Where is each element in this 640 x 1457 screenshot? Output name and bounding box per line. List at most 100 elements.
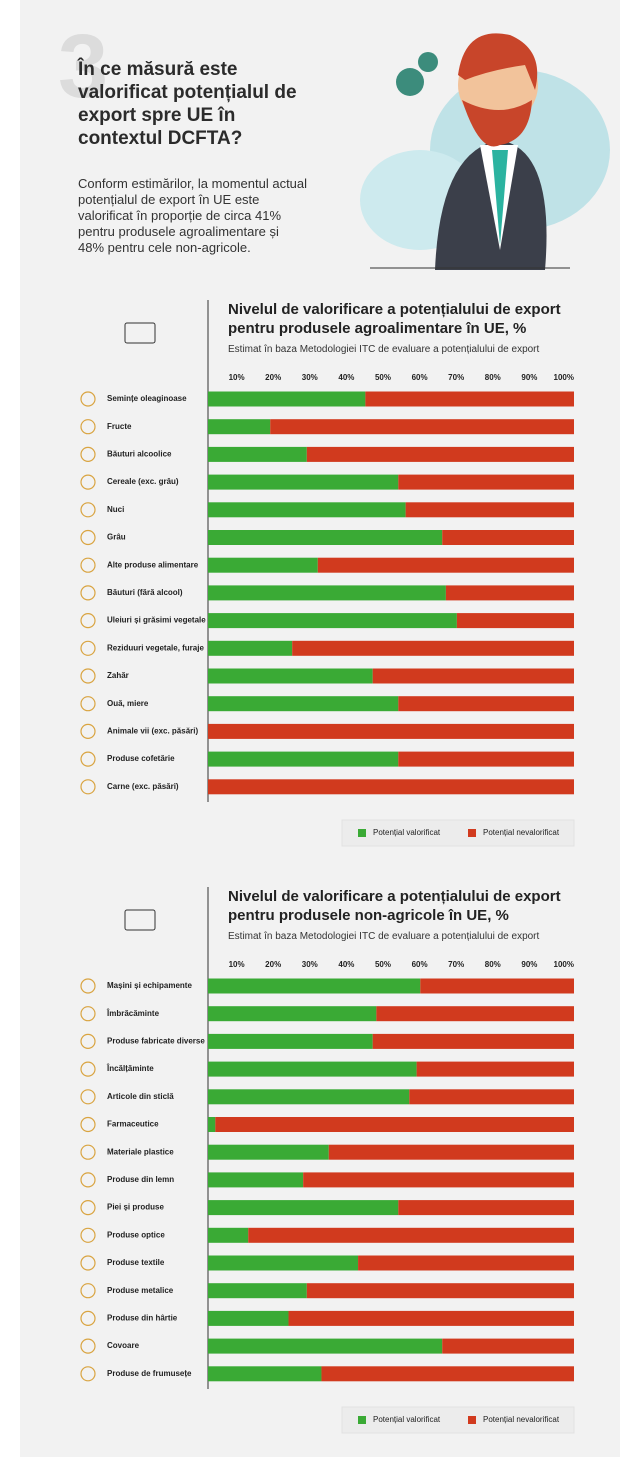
bar-segment — [208, 474, 399, 490]
bar-segment — [208, 978, 421, 994]
category-icon — [80, 474, 96, 490]
category-label: Piei și produse — [107, 1203, 164, 1212]
bar-segment — [208, 668, 373, 684]
category-label: Produse de frumusețe — [107, 1369, 192, 1378]
category-icon — [80, 1366, 96, 1382]
bar-segment — [317, 557, 574, 573]
x-tick-label: 70% — [448, 373, 464, 382]
category-label: Îmbrăcăminte — [106, 1009, 160, 1018]
bar-segment — [208, 1172, 304, 1188]
bar-segment — [420, 978, 574, 994]
bar-segment — [208, 1366, 322, 1382]
bar-segment — [376, 1006, 574, 1022]
bar-segment — [208, 391, 366, 407]
chart-subtitle: Estimat în baza Metodologiei ITC de eval… — [228, 344, 540, 355]
bar-segment — [208, 1089, 410, 1105]
category-label: Covoare — [107, 1341, 140, 1350]
category-label: Produse din hârtie — [107, 1314, 178, 1323]
x-tick-label: 90% — [521, 960, 537, 969]
category-icon — [80, 419, 96, 435]
bar-segment — [208, 1006, 377, 1022]
bar-segment — [303, 1172, 574, 1188]
category-label: Animale vii (exc. păsări) — [107, 727, 198, 736]
bar-segment — [398, 474, 574, 490]
chart-nonagro: 10% 20% 30% 40% 50% 60% 70% 80% 90% 100% Mașini și… — [0, 877, 640, 1447]
category-icon — [80, 557, 96, 573]
bar-segment — [208, 723, 574, 739]
category-label: Ouă, miere — [107, 699, 149, 708]
category-icon — [80, 1144, 96, 1160]
x-tick-label: 20% — [265, 960, 281, 969]
category-icon — [80, 529, 96, 546]
category-label: Articole din sticlă — [107, 1092, 174, 1101]
category-label: Produse optice — [107, 1230, 165, 1239]
category-icon — [80, 779, 96, 795]
category-label: Cereale (exc. grâu) — [107, 477, 179, 486]
category-label: Fructe — [107, 422, 132, 431]
header-body: Conform estimărilor, la momentul actual … — [78, 176, 308, 255]
category-icon — [80, 1200, 96, 1216]
category-icon — [80, 1061, 96, 1077]
category-label: Produse textile — [107, 1258, 165, 1267]
category-icon — [80, 1172, 96, 1188]
x-tick-label: 40% — [338, 960, 354, 969]
bar-segment — [372, 668, 574, 684]
category-label: Nuci — [107, 505, 124, 514]
x-tick-label: 30% — [302, 373, 318, 382]
category-label: Băuturi (fără alcool) — [107, 588, 183, 597]
category-icon — [80, 446, 96, 462]
category-icon — [80, 1310, 96, 1326]
x-tick-label: 50% — [375, 373, 391, 382]
bar-segment — [270, 419, 574, 435]
category-label: Produse fabricate diverse — [107, 1037, 205, 1046]
category-label: Reziduuri vegetale, furaje — [107, 643, 204, 652]
category-icon — [80, 1227, 96, 1243]
category-label: Încălțăminte — [106, 1064, 154, 1073]
category-label: Băuturi alcoolice — [107, 450, 172, 459]
chart-agro: 10% 20% 30% 40% 50% 60% 70% 80% 90% 100% Semințe o… — [0, 290, 640, 860]
legend-box — [341, 1406, 575, 1434]
category-label: Uleiuri și grăsimi vegetale — [107, 616, 206, 625]
bar-segment — [208, 779, 574, 795]
bar-segment — [208, 1033, 373, 1049]
bar-segment — [321, 1366, 574, 1382]
x-tick-label: 20% — [265, 373, 281, 382]
category-label: Alte produse alimentare — [107, 560, 199, 569]
x-tick-label: 30% — [302, 960, 318, 969]
category-label: Grâu — [107, 533, 126, 542]
bar-segment — [208, 1255, 359, 1271]
bar-segment — [398, 696, 574, 712]
category-icon — [80, 1006, 96, 1022]
category-icon — [80, 751, 96, 767]
bar-segment — [208, 1117, 216, 1132]
chart-subtitle: Estimat în baza Metodologiei ITC de eval… — [228, 931, 540, 942]
category-icon — [80, 502, 96, 518]
bar-segment — [365, 391, 574, 407]
bar-segment — [306, 446, 574, 462]
bar-segment — [358, 1255, 574, 1271]
category-label: Farmaceutice — [107, 1120, 159, 1129]
x-tick-label: 10% — [229, 960, 245, 969]
category-icon — [80, 640, 96, 656]
x-tick-label: 100% — [554, 960, 574, 969]
bar-segment — [328, 1144, 574, 1160]
legend-swatch — [358, 829, 366, 837]
category-icon — [80, 978, 96, 994]
bar-segment — [398, 751, 574, 767]
bar-segment — [306, 1283, 574, 1299]
x-tick-label: 50% — [375, 960, 391, 969]
x-tick-label: 80% — [485, 960, 501, 969]
category-label: Semințe oleaginoase — [107, 394, 187, 403]
chart-icon — [124, 909, 156, 931]
chart-icon — [124, 322, 156, 344]
x-tick-label: 40% — [338, 373, 354, 382]
bar-segment — [208, 419, 271, 435]
x-tick-label: 60% — [412, 373, 428, 382]
legend-box — [341, 819, 575, 847]
category-icon — [80, 391, 96, 407]
category-label: Produse metalice — [107, 1286, 174, 1295]
category-icon — [80, 613, 96, 629]
bar-segment — [442, 1338, 574, 1354]
category-label: Produse din lemn — [107, 1175, 174, 1184]
